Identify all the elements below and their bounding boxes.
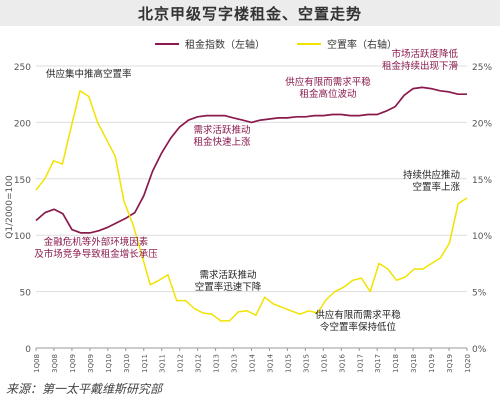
right-tick-label: 0%: [472, 345, 487, 355]
left-tick-label: 200: [14, 119, 31, 129]
grid: [36, 65, 467, 349]
x-tick-label: 1Q19: [428, 354, 436, 373]
y-axis-label: Q1/2000=100: [5, 175, 15, 239]
chart-svg: 0 50 100 150 200 250 Q1/2000=100 0% 5% 10% 15% 20%…: [5, 38, 492, 373]
x-tick-label: 3Q12: [195, 354, 203, 373]
left-tick-label: 100: [14, 232, 31, 242]
x-tick-label: 1Q11: [141, 354, 149, 373]
left-tick-label: 150: [14, 176, 31, 186]
x-tick-label: 3Q08: [51, 354, 59, 373]
left-tick-label: 50: [20, 289, 32, 299]
x-tick-label: 1Q09: [69, 354, 77, 373]
x-tick-label: 1Q13: [213, 354, 221, 373]
x-tick-label: 3Q17: [374, 354, 382, 373]
series-lines: [35, 86, 468, 322]
annotation-text: 需求活跃推动空置率迅速下降: [195, 269, 262, 293]
x-tick-label: 1Q14: [249, 353, 257, 372]
x-tick-label: 1Q15: [284, 354, 292, 373]
x-tick-label: 3Q10: [123, 354, 131, 373]
x-tick-label: 1Q16: [320, 353, 328, 372]
right-tick-label: 15%: [472, 176, 492, 186]
x-tick-label: 1Q10: [105, 354, 113, 373]
x-tick-label: 1Q20: [464, 354, 472, 373]
x-tick-label: 1Q17: [356, 354, 364, 373]
annotation-text: 供应集中推高空置率: [46, 68, 132, 80]
x-tick-label: 3Q09: [87, 354, 95, 373]
annotation-text: 供应有限而需求平稳租金高位波动: [285, 76, 371, 100]
x-tick-label: 1Q18: [392, 354, 400, 373]
vacancy-rate-line: [35, 90, 468, 322]
rent-index-line: [35, 86, 467, 234]
title-band: [0, 0, 500, 26]
left-tick-label: 250: [14, 63, 31, 73]
legend-label: 租金指数（左轴）: [185, 38, 265, 51]
annotation-text: 需求活跃推动租金快速上涨: [193, 124, 251, 148]
right-axis: 0% 5% 10% 15% 20% 25%: [472, 63, 492, 355]
x-tick-label: 3Q19: [446, 354, 454, 373]
x-tick-label: 3Q15: [302, 354, 310, 373]
source-note: 来源：第一太平戴维斯研究部: [6, 382, 163, 396]
annotation-text: 市场活跃度降低租金持续出现下滑: [382, 48, 459, 72]
left-axis: 0 50 100 150 200 250 Q1/2000=100: [5, 63, 31, 355]
left-tick-label: 0: [25, 345, 31, 355]
legend: 租金指数（左轴） 空置率（右轴）: [155, 38, 397, 51]
annotation-text: 供应有限而需求平稳令空置率保持低位: [315, 309, 401, 333]
right-tick-label: 20%: [472, 119, 492, 129]
x-tick-label: 3Q16: [338, 353, 346, 372]
annotation-text: 持续供应推动空置率上涨: [403, 169, 461, 193]
x-tick-label: 3Q13: [231, 354, 239, 373]
x-tick-label: 3Q14: [266, 353, 274, 372]
x-tick-label: 1Q08: [33, 354, 41, 373]
right-tick-label: 10%: [472, 232, 492, 242]
x-axis: 1Q08 3Q08 1Q09 3Q09 1Q10 3Q10 1Q11 3Q11 1Q12 3Q12…: [33, 347, 472, 373]
annotation-text: 金融危机等外部环境因素及市场竞争导致租金增长承压: [34, 236, 158, 260]
legend-label: 空置率（右轴）: [327, 38, 397, 51]
chart-title: 北京甲级写字楼租金、空置走势: [137, 5, 362, 23]
x-tick-label: 3Q18: [410, 354, 418, 373]
x-tick-label: 1Q12: [177, 354, 185, 373]
right-tick-label: 5%: [472, 289, 487, 299]
right-tick-label: 25%: [472, 63, 492, 73]
x-tick-label: 3Q11: [159, 354, 167, 373]
